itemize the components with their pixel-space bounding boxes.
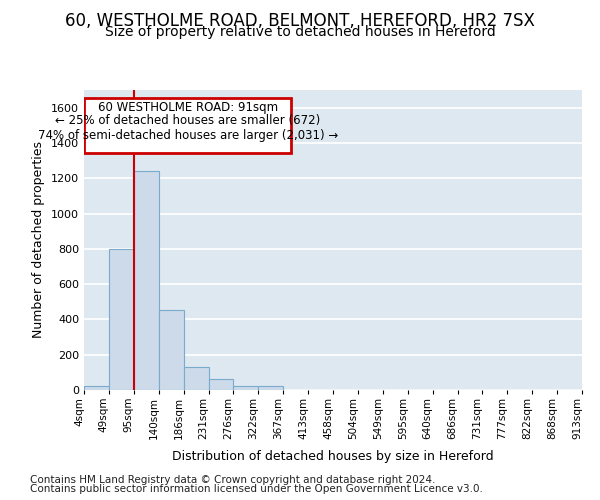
Text: 74% of semi-detached houses are larger (2,031) →: 74% of semi-detached houses are larger (… xyxy=(38,128,338,141)
Text: 60 WESTHOLME ROAD: 91sqm: 60 WESTHOLME ROAD: 91sqm xyxy=(98,101,278,114)
Bar xyxy=(159,310,184,390)
Bar xyxy=(209,378,233,390)
Text: ← 25% of detached houses are smaller (672): ← 25% of detached houses are smaller (67… xyxy=(55,114,320,128)
Bar xyxy=(109,249,134,390)
Text: Contains public sector information licensed under the Open Government Licence v3: Contains public sector information licen… xyxy=(30,484,483,494)
Bar xyxy=(233,386,259,390)
Text: 60, WESTHOLME ROAD, BELMONT, HEREFORD, HR2 7SX: 60, WESTHOLME ROAD, BELMONT, HEREFORD, H… xyxy=(65,12,535,30)
Text: Contains HM Land Registry data © Crown copyright and database right 2024.: Contains HM Land Registry data © Crown c… xyxy=(30,475,436,485)
Y-axis label: Number of detached properties: Number of detached properties xyxy=(32,142,46,338)
Bar xyxy=(84,386,109,390)
Bar xyxy=(259,386,283,390)
Bar xyxy=(85,98,291,152)
X-axis label: Distribution of detached houses by size in Hereford: Distribution of detached houses by size … xyxy=(172,450,494,463)
Bar xyxy=(184,367,209,390)
Text: Size of property relative to detached houses in Hereford: Size of property relative to detached ho… xyxy=(104,25,496,39)
Bar xyxy=(134,171,159,390)
